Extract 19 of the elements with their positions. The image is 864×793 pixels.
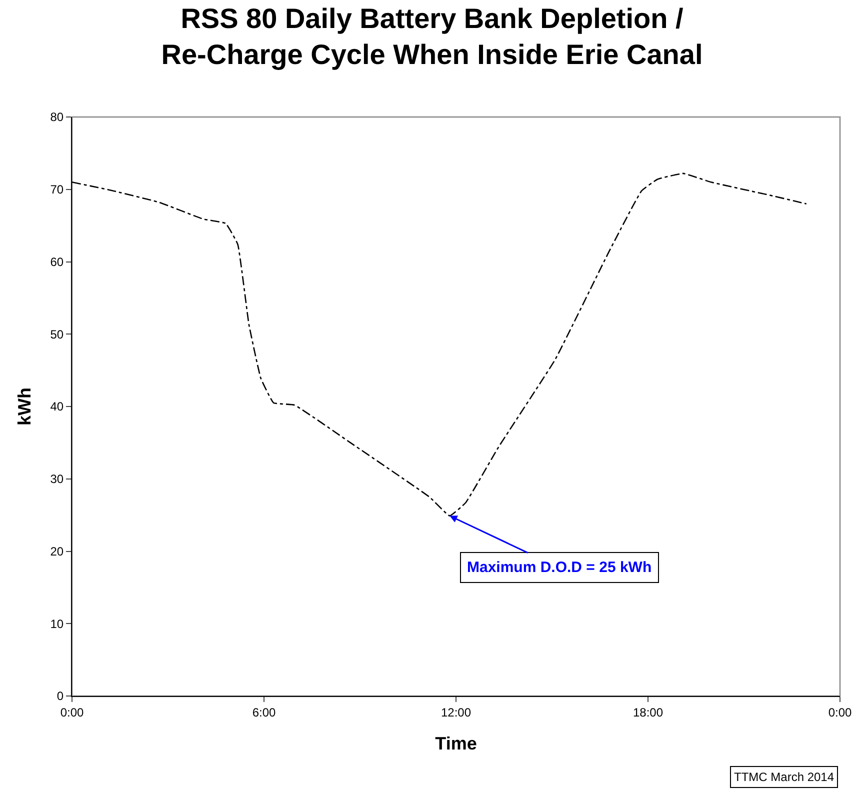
- x-axis-title: Time: [435, 734, 477, 754]
- y-tick-label: 50: [50, 327, 64, 342]
- y-tick-label: 30: [50, 472, 64, 486]
- text: TTMC March 2014: [734, 770, 834, 784]
- y-tick-label: 10: [50, 616, 64, 631]
- x-tick-label: 12:00: [440, 705, 472, 720]
- y-tick-label: 40: [50, 400, 64, 414]
- annotation: Maximum D.O.D = 25 kWh: [467, 559, 652, 576]
- x-tick-label: 6:00: [252, 705, 276, 720]
- y-tick-label: 20: [50, 544, 64, 558]
- x-tick-label: 0:00: [60, 705, 84, 720]
- chart-title: RSS 80 Daily Battery Bank Depletion / Re-Charge Cycle When Inside Erie Canal: [161, 2, 703, 70]
- x-tick-label: 18:00: [632, 705, 664, 720]
- y-tick-label: 70: [50, 182, 64, 197]
- y-tick-label: 0: [56, 689, 64, 704]
- y-tick-label: 60: [50, 254, 64, 269]
- y-tick-label: 80: [50, 110, 64, 124]
- x-tick-label: 0:00: [828, 705, 852, 720]
- y-axis-title: kWh: [14, 388, 34, 426]
